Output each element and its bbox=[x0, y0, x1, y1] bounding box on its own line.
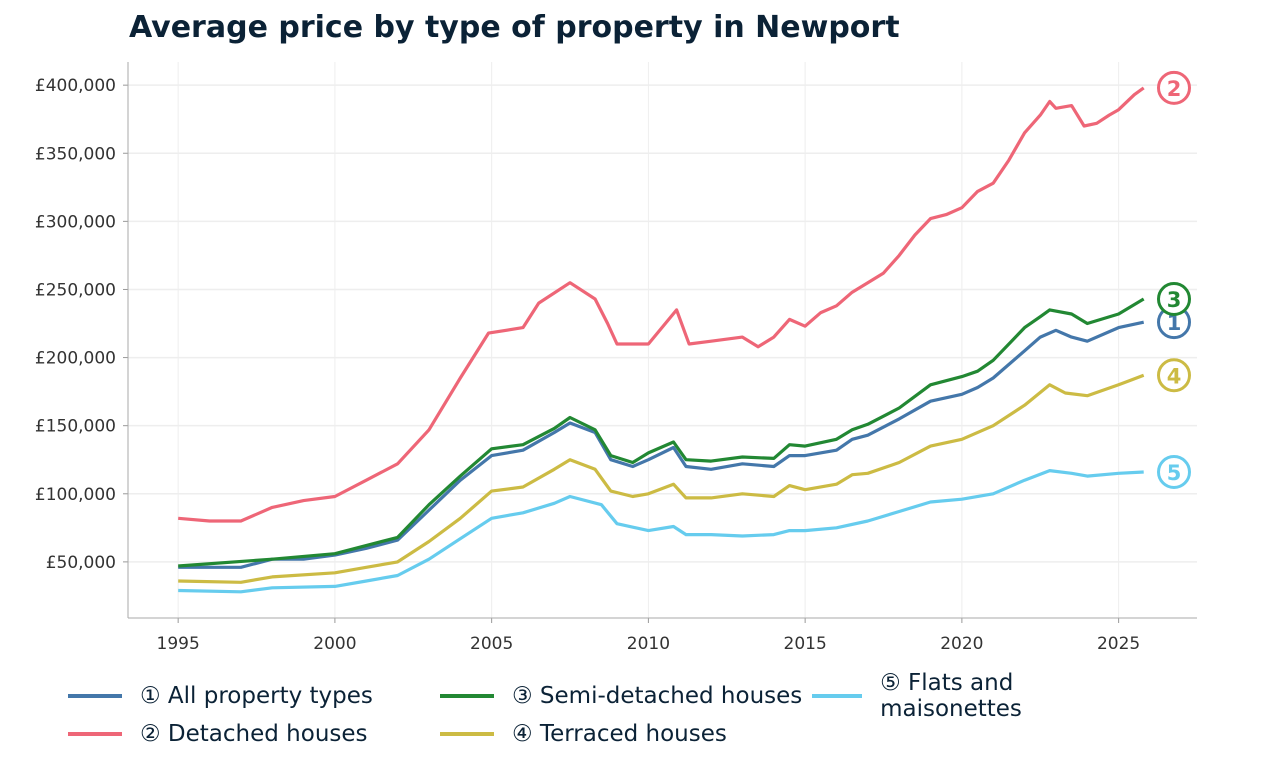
series-end-marker-label: 5 bbox=[1167, 461, 1182, 485]
series-end-marker-circle bbox=[1157, 70, 1191, 105]
legend-label: ② Detached houses bbox=[140, 721, 368, 747]
y-tick-label: £350,000 bbox=[35, 144, 116, 164]
x-tick-label: 2005 bbox=[470, 634, 513, 654]
series-line-5 bbox=[178, 469, 1144, 594]
series-end-marker-label: 3 bbox=[1167, 288, 1182, 312]
legend-label: ③ Semi-detached houses bbox=[512, 683, 803, 709]
chart-title: Average price by type of property in New… bbox=[129, 10, 900, 45]
legend-label: ④ Terraced houses bbox=[512, 721, 727, 747]
legend-item: ④ Terraced houses bbox=[440, 718, 812, 750]
legend-swatch bbox=[68, 694, 122, 698]
x-tick-label: 2010 bbox=[627, 634, 670, 654]
y-tick-label: £400,000 bbox=[35, 76, 116, 96]
series-end-marker-label: 2 bbox=[1167, 77, 1182, 101]
series-end-marker-circle bbox=[1157, 282, 1191, 317]
legend-swatch bbox=[440, 732, 494, 736]
series-line-1 bbox=[178, 320, 1145, 569]
legend-swatch bbox=[812, 694, 863, 698]
series-end-marker-label: 1 bbox=[1167, 311, 1182, 335]
y-tick-label: £250,000 bbox=[35, 280, 116, 300]
legend-swatch bbox=[68, 732, 122, 736]
legend-item: ③ Semi-detached houses bbox=[440, 680, 812, 712]
legend: ① All property types ③ Semi-detached hous… bbox=[68, 670, 1142, 750]
x-tick-label: 2025 bbox=[1097, 634, 1140, 654]
x-tick-label: 2020 bbox=[940, 634, 983, 654]
series-end-marker-circle bbox=[1157, 454, 1191, 489]
y-tick-label: £200,000 bbox=[35, 349, 116, 369]
y-tick-label: £300,000 bbox=[35, 212, 116, 232]
series-line-4 bbox=[178, 373, 1145, 584]
legend-label: ① All property types bbox=[140, 683, 373, 709]
series-end-marker-label: 4 bbox=[1167, 364, 1182, 388]
legend-item: ② Detached houses bbox=[68, 718, 440, 750]
series-line-3 bbox=[178, 297, 1145, 568]
x-tick-label: 1995 bbox=[157, 634, 200, 654]
x-tick-label: 2000 bbox=[313, 634, 356, 654]
y-tick-label: £100,000 bbox=[35, 485, 116, 505]
series-end-marker-circle bbox=[1157, 358, 1191, 393]
y-tick-label: £50,000 bbox=[46, 553, 116, 573]
legend-swatch bbox=[440, 694, 494, 698]
legend-item: ① All property types bbox=[68, 680, 440, 712]
series-line-2 bbox=[178, 86, 1145, 523]
x-tick-label: 2015 bbox=[784, 634, 827, 654]
legend-item: ⑤ Flats and maisonettes bbox=[812, 670, 1142, 722]
y-tick-label: £150,000 bbox=[35, 417, 116, 437]
legend-label: ⑤ Flats and maisonettes bbox=[880, 670, 1022, 722]
